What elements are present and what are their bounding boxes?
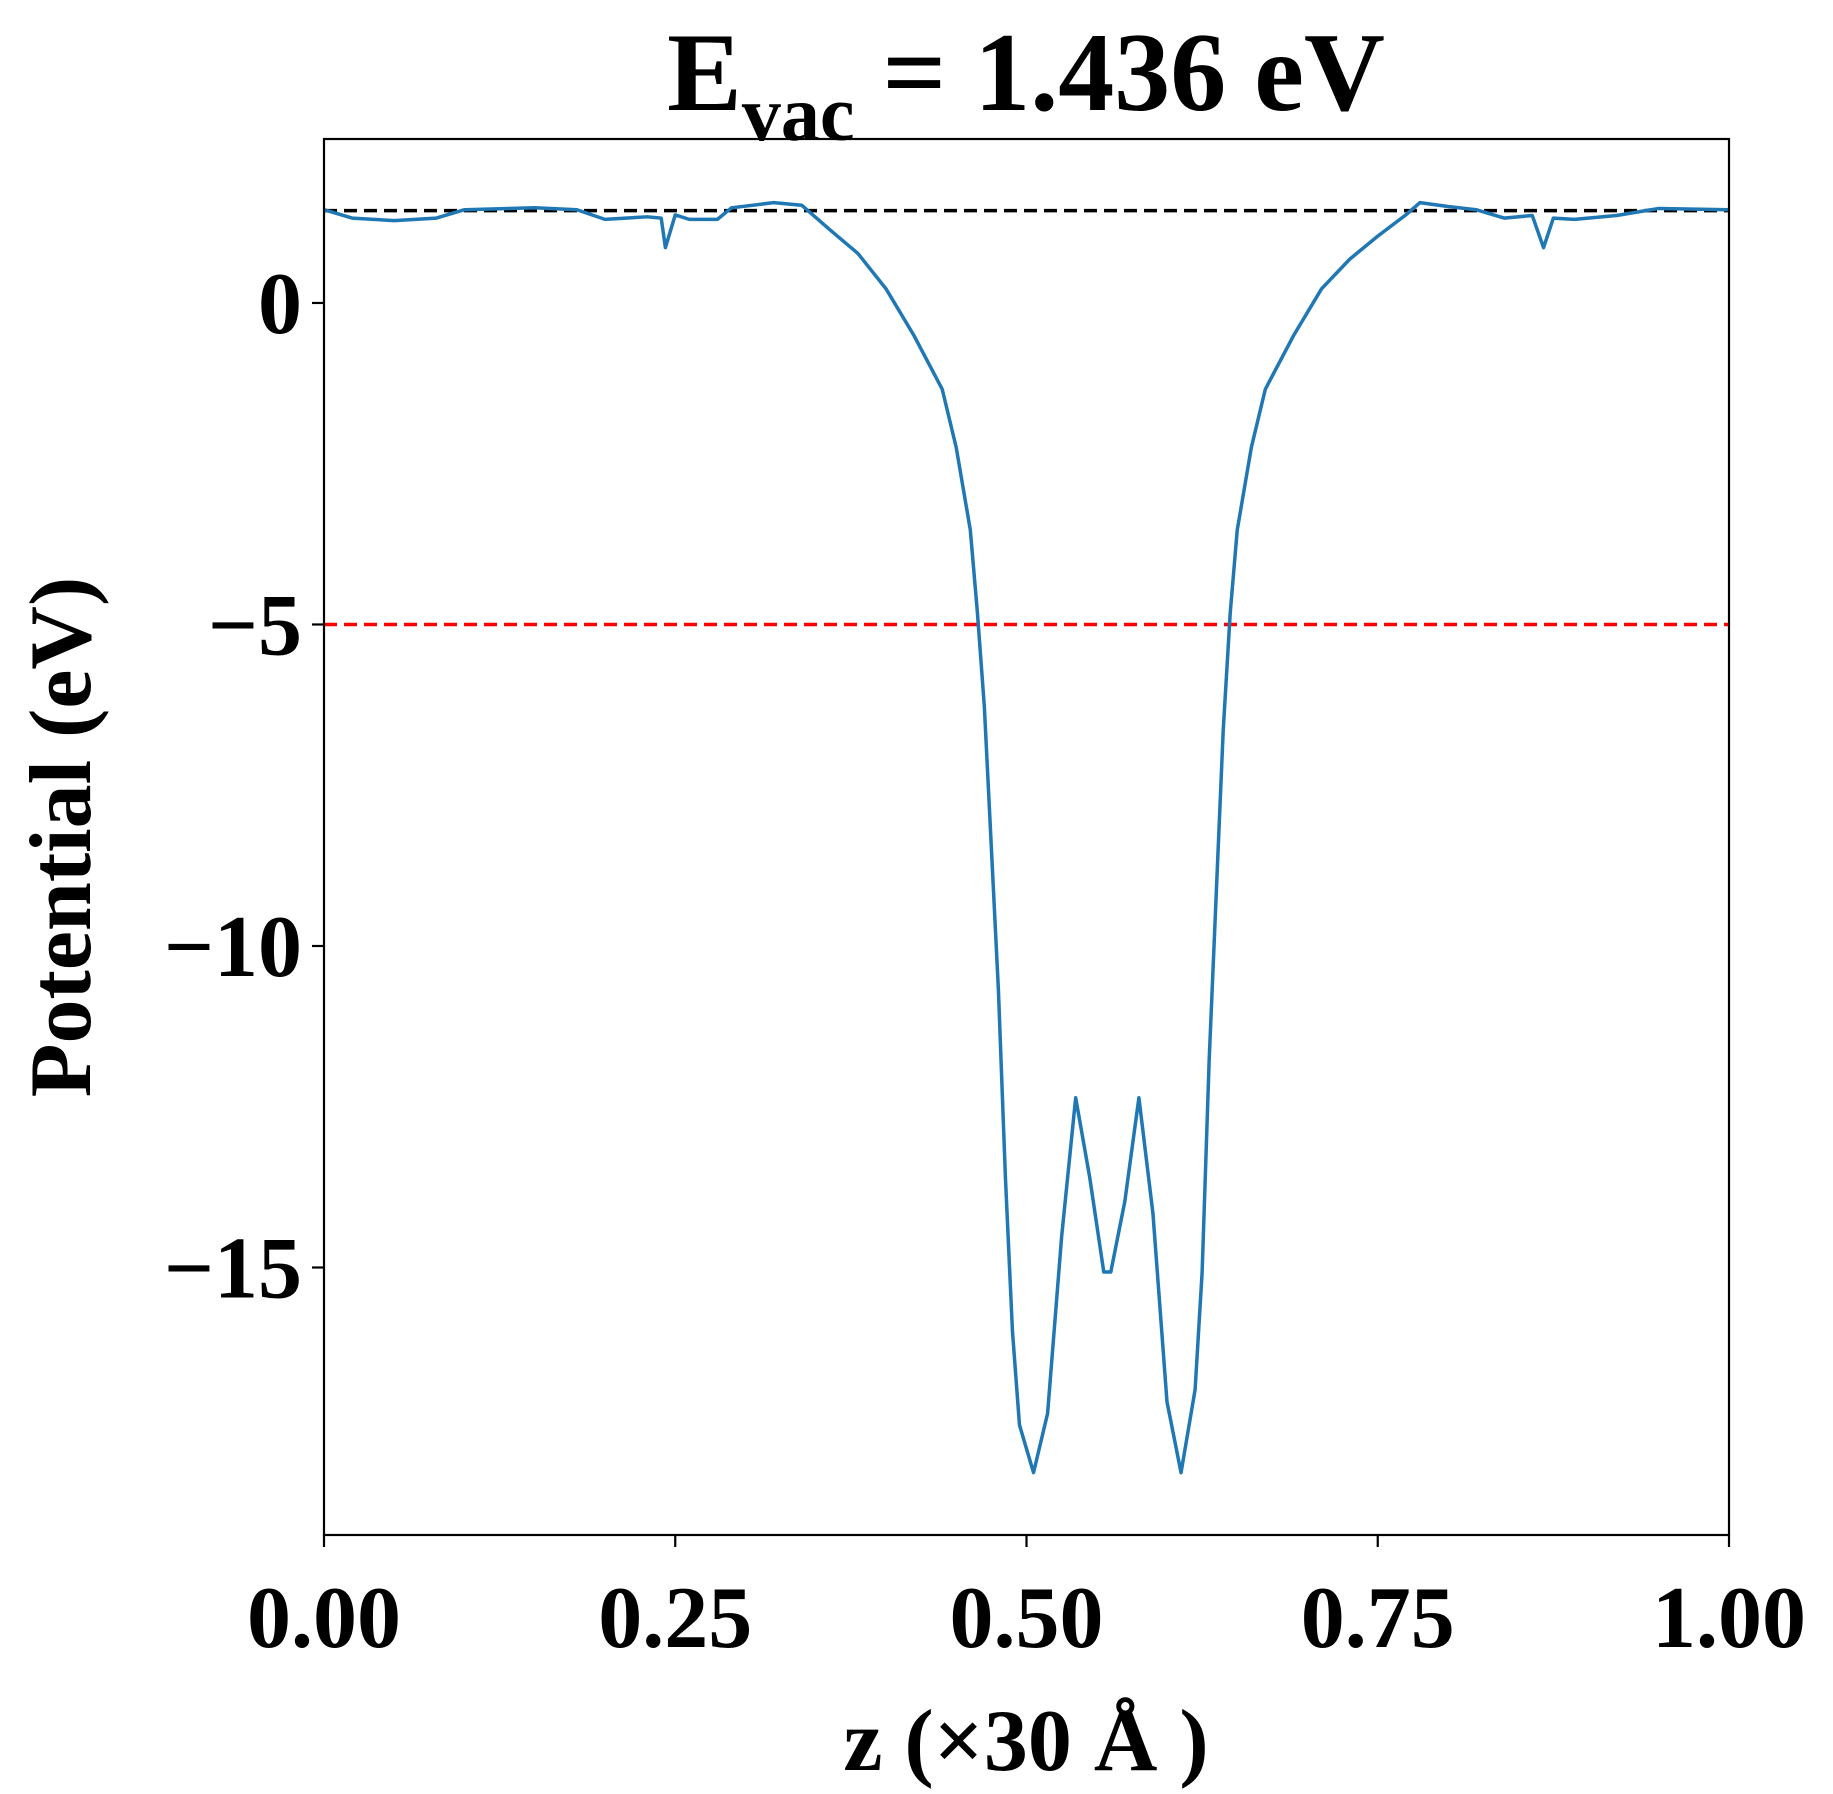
y-tick-label: −15 <box>164 1221 302 1318</box>
chart-title: Evac = 1.436 eV <box>667 11 1385 157</box>
plot-frame <box>322 137 1731 1537</box>
y-axis-label: Potential (eV) <box>13 577 110 1097</box>
title-sub: vac <box>742 70 855 157</box>
x-tick-label: 0.75 <box>1301 1570 1455 1667</box>
x-tick-label: 1.00 <box>1652 1570 1806 1667</box>
x-tick-label: 0.50 <box>950 1570 1104 1667</box>
x-tick-label: 0.25 <box>598 1570 752 1667</box>
y-tick-label: −10 <box>164 899 302 996</box>
title-rest: = 1.436 eV <box>854 11 1384 135</box>
title-main: E <box>667 11 742 135</box>
y-tick-label: −5 <box>208 577 302 674</box>
data-line <box>323 200 1730 1475</box>
y-tick-label: 0 <box>258 256 302 353</box>
x-tick-label: 0.00 <box>247 1570 401 1667</box>
x-axis-label: z (×30 Å ) <box>843 1693 1208 1790</box>
